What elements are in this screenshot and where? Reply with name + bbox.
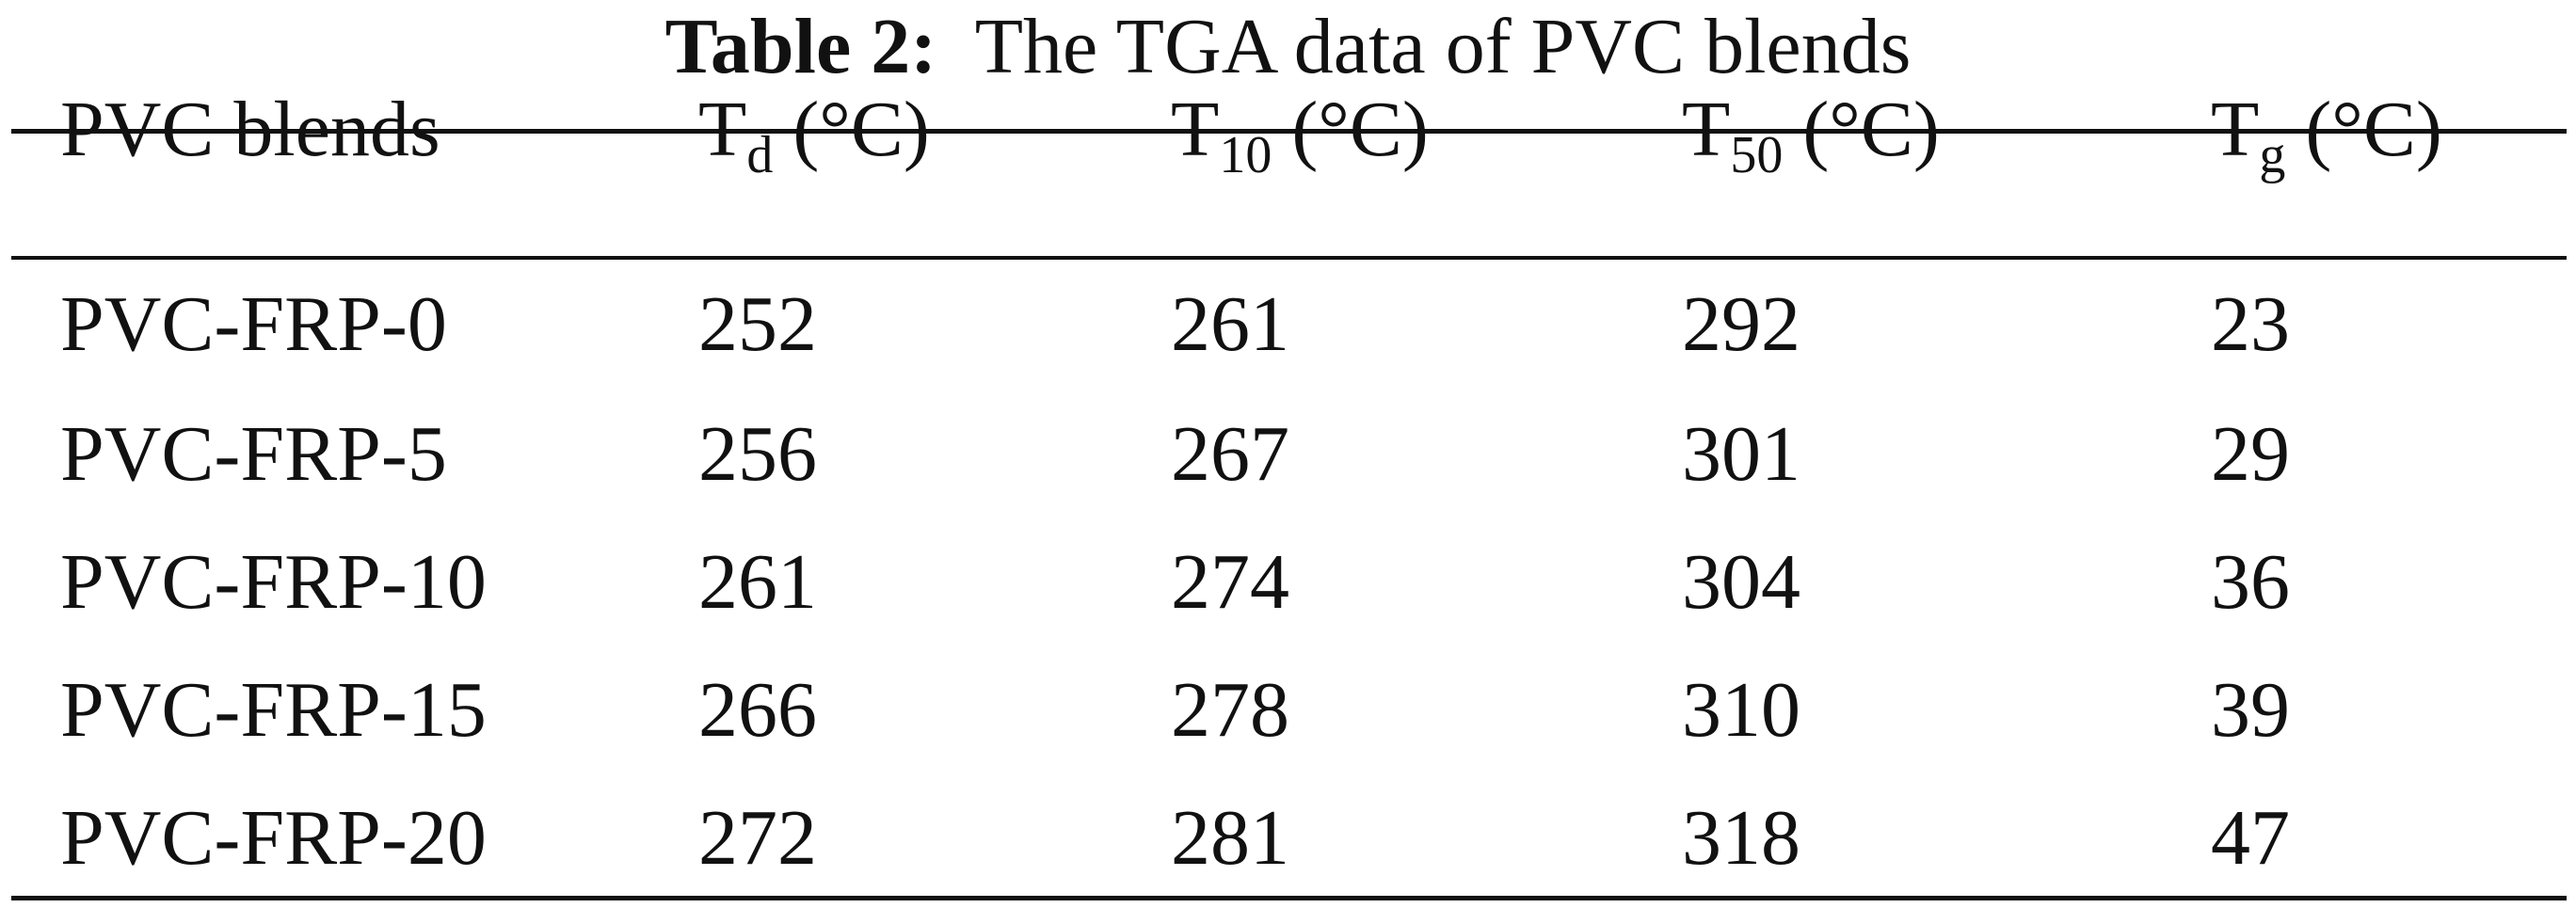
caption-text: The TGA data of PVC blends	[974, 3, 1912, 90]
cell-t10: 274	[1171, 537, 1289, 626]
table-row: PVC-FRP-20 272 281 318 47	[11, 773, 2567, 901]
table-row: PVC-FRP-0 252 261 292 23	[11, 258, 2567, 390]
cell-t10: 267	[1171, 409, 1289, 498]
cell-t50: 304	[1682, 537, 1800, 626]
header-unit: (°C)	[1291, 85, 1429, 173]
header-subscript: 10	[1219, 125, 1272, 184]
cell-t50: 318	[1682, 793, 1800, 882]
header-symbol: T	[1682, 85, 1731, 173]
table-row: PVC-FRP-15 266 278 310 39	[11, 645, 2567, 773]
cell-blend-name: PVC-FRP-10	[60, 537, 487, 626]
cell-blend-name: PVC-FRP-5	[60, 409, 447, 498]
header-unit: (°C)	[792, 85, 930, 173]
table-row: PVC-FRP-10 261 274 304 36	[11, 518, 2567, 645]
header-symbol: T	[2211, 85, 2260, 173]
cell-tg: 47	[2211, 793, 2290, 882]
cell-tg: 39	[2211, 665, 2290, 754]
header-symbol: T	[1171, 85, 1220, 173]
column-header-pvc-blends: PVC blends	[11, 0, 684, 258]
header-text: PVC blends	[60, 85, 440, 173]
cell-td: 272	[698, 793, 817, 882]
header-subscript: g	[2259, 125, 2286, 184]
cell-td: 261	[698, 537, 817, 626]
table-bottom-rule	[11, 896, 2567, 900]
cell-tg: 36	[2211, 537, 2290, 626]
cell-t10: 278	[1171, 665, 1289, 754]
table-header-rule	[11, 256, 2567, 260]
cell-tg: 29	[2211, 409, 2290, 498]
column-header-tg: Tg (°C)	[2200, 0, 2567, 258]
table-header-row: PVC blends Td (°C) T10 (°C) T50 (°C) Tg …	[11, 0, 2567, 258]
cell-td: 252	[698, 279, 817, 368]
cell-t50: 310	[1682, 665, 1800, 754]
cell-t50: 292	[1682, 279, 1800, 368]
header-unit: (°C)	[1802, 85, 1940, 173]
cell-t50: 301	[1682, 409, 1800, 498]
table-caption: Table 2: The TGA data of PVC blends	[0, 0, 2576, 94]
cell-blend-name: PVC-FRP-0	[60, 279, 447, 368]
tga-data-table: PVC blends Td (°C) T10 (°C) T50 (°C) Tg …	[11, 0, 2567, 901]
header-unit: (°C)	[2305, 85, 2442, 173]
caption-label: Table 2:	[664, 3, 937, 90]
table-row: PVC-FRP-5 256 267 301 29	[11, 390, 2567, 518]
header-subscript: d	[746, 125, 774, 184]
cell-t10: 281	[1171, 793, 1289, 882]
cell-tg: 23	[2211, 279, 2290, 368]
table-top-rule	[11, 129, 2567, 134]
header-symbol: T	[698, 85, 747, 173]
cell-t10: 261	[1171, 279, 1289, 368]
cell-blend-name: PVC-FRP-15	[60, 665, 487, 754]
column-header-t50: T50 (°C)	[1682, 0, 2200, 258]
column-header-t10: T10 (°C)	[1171, 0, 1682, 258]
column-header-td: Td (°C)	[684, 0, 1171, 258]
cell-td: 266	[698, 665, 817, 754]
cell-td: 256	[698, 409, 817, 498]
header-subscript: 50	[1730, 125, 1784, 184]
cell-blend-name: PVC-FRP-20	[60, 793, 487, 882]
